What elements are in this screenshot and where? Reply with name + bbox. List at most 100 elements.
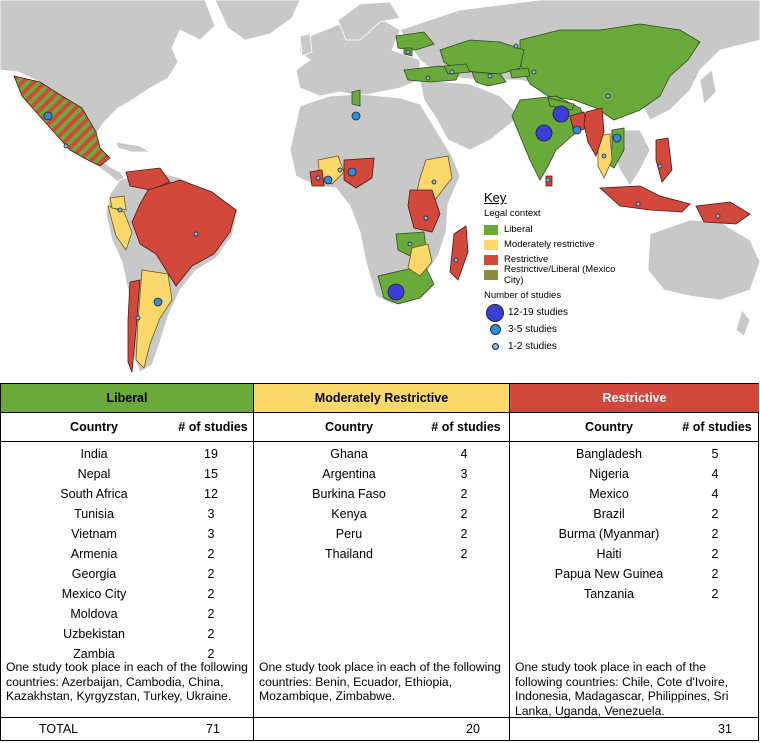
marker-small-6 bbox=[487, 73, 493, 79]
studies-count-cell: 2 bbox=[460, 547, 468, 561]
single-study-note: One study took place in each of the foll… bbox=[259, 660, 501, 703]
legend-swatch bbox=[484, 224, 498, 235]
table-row: Burma (Myanmar) 2 bbox=[510, 524, 759, 544]
legend-label: Moderately restrictive bbox=[504, 239, 595, 250]
table-row: Papua New Guinea 2 bbox=[510, 564, 759, 584]
studies-count-cell: 15 bbox=[204, 467, 218, 481]
legend-label: Liberal bbox=[504, 224, 533, 235]
studies-count-cell: 2 bbox=[207, 627, 215, 641]
marker-small-1 bbox=[513, 43, 519, 49]
map-uzbekistan bbox=[471, 71, 507, 87]
country-cell: Argentina bbox=[322, 467, 376, 481]
map-key: Key Legal context Liberal Moderately rest… bbox=[484, 190, 624, 355]
north-america bbox=[0, 0, 216, 135]
country-cell: Georgia bbox=[71, 567, 117, 581]
country-cell: Papua New Guinea bbox=[554, 567, 664, 581]
studies-count-cell: 2 bbox=[711, 507, 719, 521]
key-title: Key bbox=[484, 190, 507, 205]
table-row: South Africa 12 bbox=[1, 484, 253, 504]
map-argentina bbox=[135, 269, 173, 369]
legend-label: 12-19 studies bbox=[508, 307, 569, 318]
legend-label: Restrictive/Liberal (Mexico City) bbox=[504, 263, 616, 286]
cuba bbox=[115, 141, 152, 153]
studies-table: Liberal Country # of studies India 19 Nepal 15… bbox=[0, 383, 759, 741]
country-cell: South Africa bbox=[60, 487, 128, 501]
marker-tunisia bbox=[351, 111, 361, 121]
marker-ghana bbox=[323, 175, 333, 185]
table-row: Thailand 2 bbox=[254, 544, 509, 564]
uk bbox=[299, 33, 313, 57]
restrictive-countries bbox=[125, 107, 751, 373]
map-nigeria bbox=[343, 157, 375, 189]
studies-count-cell: 2 bbox=[460, 527, 468, 541]
map-mozambique-zimbabwe bbox=[407, 243, 433, 277]
table-row: India 19 bbox=[1, 444, 253, 464]
single-study-note: One study took place in each of the foll… bbox=[6, 660, 248, 703]
total-label: TOTAL bbox=[39, 722, 79, 736]
category-header: Restrictive bbox=[510, 384, 759, 413]
legend-item: 1-2 studies bbox=[484, 338, 624, 355]
map-tunisia bbox=[351, 89, 361, 107]
studies-count-cell: 2 bbox=[711, 567, 719, 581]
legal-category-column: Restrictive Country # of studies Bangladesh… bbox=[510, 384, 759, 740]
country-cell: Burma (Myanmar) bbox=[558, 527, 660, 541]
marker-small-2 bbox=[605, 93, 611, 99]
studies-count-cell: 2 bbox=[207, 567, 215, 581]
scandinavia bbox=[337, 1, 401, 41]
legend-item: Restrictive bbox=[484, 252, 624, 267]
legend-item: Restrictive/Liberal (Mexico City) bbox=[484, 264, 624, 286]
table-row: Armenia 2 bbox=[1, 544, 253, 564]
country-cell: Uzbekistan bbox=[63, 627, 125, 641]
studies-count-cell: 2 bbox=[207, 547, 215, 561]
study-size-marker bbox=[489, 324, 501, 335]
marker-south-africa bbox=[387, 283, 405, 301]
country-cell: Brazil bbox=[593, 507, 625, 521]
table-row: Mexico City 2 bbox=[1, 584, 253, 604]
country-cell: Nepal bbox=[77, 467, 111, 481]
table-row: Haiti 2 bbox=[510, 544, 759, 564]
map-caucasus bbox=[443, 63, 471, 75]
map-ukraine bbox=[395, 31, 435, 51]
marker-small-9 bbox=[117, 207, 123, 213]
column-subheader: Country # of studies bbox=[510, 413, 759, 442]
studies-count-cell: 2 bbox=[711, 547, 719, 561]
marker-small-15 bbox=[453, 257, 459, 263]
table-row: Mexico 4 bbox=[510, 484, 759, 504]
map-indonesia bbox=[599, 185, 691, 213]
studies-count-cell: 2 bbox=[207, 647, 215, 661]
japan bbox=[699, 69, 717, 105]
studies-count-cell: 2 bbox=[460, 507, 468, 521]
country-cell: India bbox=[80, 447, 108, 461]
marker-small-19 bbox=[715, 213, 721, 219]
study-size-marker bbox=[491, 343, 499, 350]
country-cell: Vietnam bbox=[71, 527, 117, 541]
legend-swatch bbox=[484, 239, 498, 250]
table-row: Argentina 3 bbox=[254, 464, 509, 484]
marker-nepal bbox=[552, 105, 570, 123]
world-map bbox=[0, 0, 760, 373]
marker-small-13 bbox=[423, 215, 429, 221]
map-papua-new-guinea bbox=[695, 201, 751, 225]
legend-item: Moderately restrictive bbox=[484, 237, 624, 252]
map-uganda-tanzania bbox=[407, 189, 441, 233]
table-row: Tanzania 2 bbox=[510, 584, 759, 604]
marker-bangladesh bbox=[572, 125, 582, 135]
table-row: Brazil 2 bbox=[510, 504, 759, 524]
marker-vietnam bbox=[612, 133, 622, 143]
country-header: Country bbox=[325, 420, 373, 434]
marker-small-11 bbox=[135, 315, 141, 321]
studies-count-header: # of studies bbox=[431, 420, 501, 434]
marker-small-17 bbox=[657, 163, 663, 169]
legend-swatch bbox=[484, 254, 498, 265]
table-row: Nepal 15 bbox=[1, 464, 253, 484]
map-nepal bbox=[547, 97, 575, 111]
category-header: Liberal bbox=[1, 384, 253, 413]
studies-count-cell: 19 bbox=[204, 447, 218, 461]
marker-small-22 bbox=[337, 167, 343, 173]
total-row: 31 bbox=[510, 717, 759, 740]
map-chile bbox=[127, 279, 141, 373]
study-size-marker bbox=[486, 303, 504, 322]
greenland bbox=[214, 0, 301, 41]
country-cell: Tunisia bbox=[74, 507, 114, 521]
country-cell: Mexico City bbox=[61, 587, 127, 601]
